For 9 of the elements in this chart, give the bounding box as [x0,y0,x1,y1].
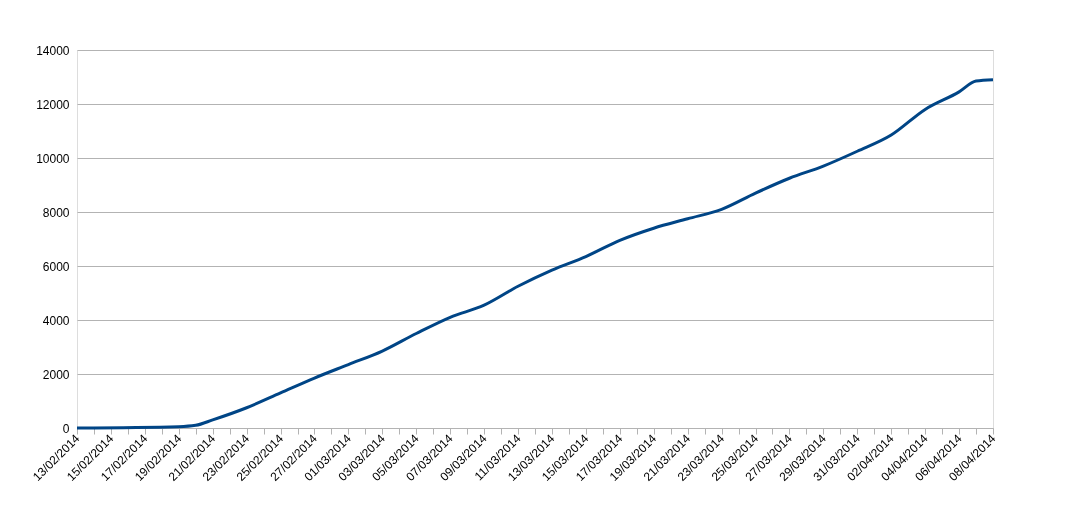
y-tick-label: 14000 [36,43,70,58]
y-tick-label: 10000 [36,151,70,166]
y-tick-label: 8000 [42,205,70,220]
y-tick-label: 6000 [42,259,70,274]
line-series [75,78,995,430]
y-tick-label: 4000 [42,313,70,328]
y-tick-label: 0 [62,421,70,436]
y-tick-label: 12000 [36,97,70,112]
y-tick-label: 2000 [42,367,70,382]
